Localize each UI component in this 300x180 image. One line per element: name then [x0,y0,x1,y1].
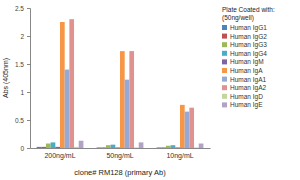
bar [69,19,74,148]
legend-swatch [222,42,227,47]
legend-title: Plate Coated with: [222,6,275,13]
legend-swatch [222,77,227,82]
bar [120,51,125,148]
legend-item: Human IgG4 [222,50,267,58]
x-axis-line [31,148,211,149]
y-tick-label: 2 [20,33,24,40]
y-tick: 2 [20,33,30,40]
legend-label: Human IgA2 [230,84,267,92]
legend-label: Human IgG4 [230,50,267,58]
y-tick-label: 1.5 [15,61,24,68]
legend-swatch [222,68,227,73]
legend-swatch [222,25,227,30]
chart: 0 0.5 1 1.5 2 2.5 200ng/mL 50ng/mL 10ng/mLclone#… [0,0,300,180]
y-tick: 2.5 [15,5,30,12]
bar [161,147,166,148]
y-axis-title: Abs (405nm) [2,58,10,98]
legend-swatch [222,59,227,64]
bar [189,108,194,148]
legend-item: Human IgA2 [222,84,267,92]
x-tick-label: 50ng/mL [106,152,133,160]
bar [185,112,190,148]
legend-label: Human IgG3 [230,41,267,49]
bar [65,70,70,148]
y-tick-label: 0.5 [15,117,24,124]
bar [139,142,144,148]
legend-label: Human IgG2 [230,33,267,41]
bar [60,22,65,148]
bar [129,51,134,148]
y-tick-mark [27,120,30,121]
y-tick-mark [27,92,30,93]
legend-item: Human IgA [222,67,263,75]
x-tick: 10ng/mL [166,148,193,160]
x-tick-label: 10ng/mL [166,152,193,160]
bar [46,144,51,148]
y-tick: 1 [20,89,30,96]
legend-label: Human IgD [230,93,263,101]
bar [37,147,42,148]
bar [106,145,111,148]
bar [180,105,185,148]
x-tick: 50ng/mL [106,148,133,160]
bars [37,19,204,148]
y-tick: 0.5 [15,117,30,124]
legend-label: Human IgG1 [230,24,267,32]
legend-swatch [222,102,227,107]
legend-swatch [222,34,227,39]
bar [171,145,176,148]
y-axis: 0 0.5 1 1.5 2 2.5 [15,5,31,152]
bar [97,147,102,148]
bar [194,147,199,148]
legend-swatch [222,94,227,99]
y-tick-label: 1 [20,89,24,96]
legend-item: Human IgE [222,101,263,109]
bar [175,147,180,148]
y-tick: 0 [20,145,30,152]
legend-swatch [222,85,227,90]
legend: Plate Coated with:(50ng/well)Human IgG1H… [222,6,275,109]
legend-item: Human IgG2 [222,33,267,41]
y-tick-mark [27,8,30,9]
legend-label: Human IgE [230,101,263,109]
x-tick-label: 200ng/mL [44,152,75,160]
bar [111,145,116,148]
bar [115,147,120,148]
y-tick-label: 0 [20,145,24,152]
legend-title: (50ng/well) [222,14,254,22]
legend-item: Human IgD [222,93,263,101]
y-tick-mark [27,64,30,65]
x-axis-title: clone# RM128 (primary Ab) [74,168,166,177]
bar [55,147,60,148]
legend-item: Human IgG1 [222,24,267,32]
y-tick-mark [27,148,30,149]
bar [134,147,139,148]
x-tick: 200ng/mL [44,148,75,160]
legend-label: Human IgM [230,58,264,66]
bar [125,80,130,148]
bar [41,147,46,148]
bar [79,141,84,148]
bar [74,147,79,148]
bar [51,142,56,148]
bar [166,146,171,148]
bar [101,147,106,148]
legend-item: Human IgM [222,58,264,66]
y-tick-mark [27,36,30,37]
bar [199,144,204,148]
legend-swatch [222,51,227,56]
legend-item: Human IgG3 [222,41,267,49]
legend-label: Human IgA1 [230,76,267,84]
x-axis: 200ng/mL 50ng/mL 10ng/mL [31,148,211,160]
bar [157,147,162,148]
legend-label: Human IgA [230,67,263,75]
plot: 0 0.5 1 1.5 2 2.5 200ng/mL 50ng/mL 10ng/mL [15,5,211,160]
y-axis-line [27,9,31,149]
legend-item: Human IgA1 [222,76,267,84]
y-tick-label: 2.5 [15,5,24,12]
y-tick: 1.5 [15,61,30,68]
